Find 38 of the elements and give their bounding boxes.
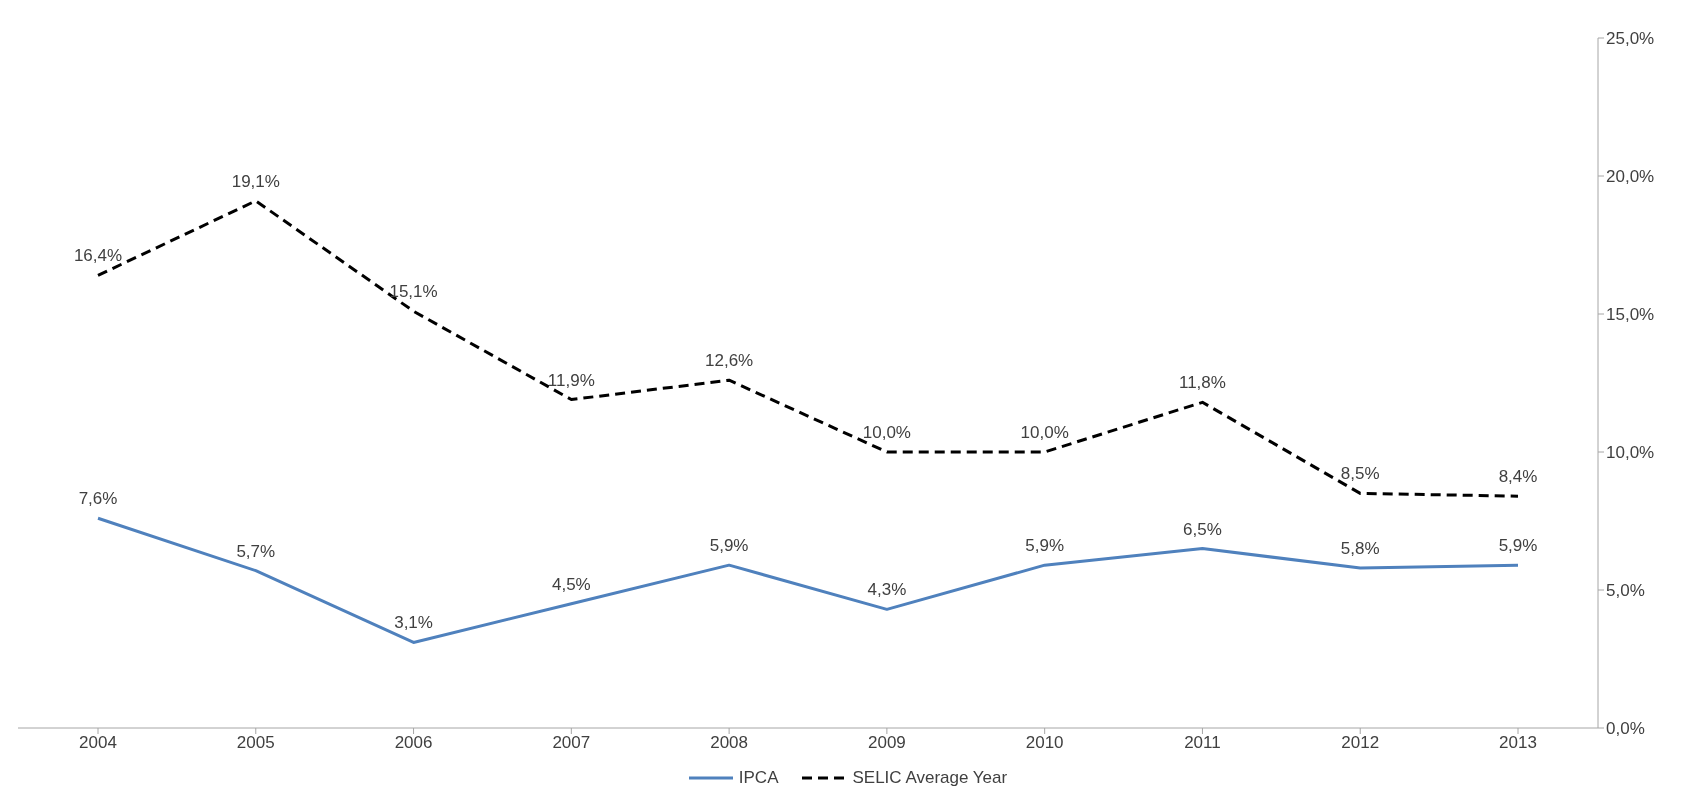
data-label: 5,8%: [1340, 538, 1380, 558]
data-label: 7,6%: [78, 489, 118, 509]
data-label: 5,9%: [1498, 536, 1538, 556]
legend-label: IPCA: [738, 768, 779, 788]
x-tick-label: 2011: [1184, 733, 1221, 753]
y-tick-label: 25,0%: [1606, 29, 1655, 49]
data-label: 5,7%: [236, 541, 276, 561]
y-tick-label: 15,0%: [1606, 305, 1655, 325]
x-tick-label: 2008: [710, 733, 749, 753]
data-label: 11,9%: [547, 370, 595, 390]
data-label: 4,3%: [867, 580, 907, 600]
data-label: 10,0%: [1020, 423, 1069, 442]
x-tick-label: 2006: [394, 733, 433, 753]
data-label: 8,4%: [1498, 467, 1538, 487]
y-tick-label: 0,0%: [1606, 719, 1645, 739]
data-label: 11,8%: [1178, 373, 1226, 393]
data-label: 16,4%: [73, 246, 123, 266]
data-label: 19,1%: [231, 171, 280, 191]
x-tick-label: 2012: [1341, 733, 1380, 753]
data-label: 15,1%: [389, 282, 438, 302]
data-label: 10,0%: [862, 423, 911, 442]
data-label: 12,6%: [705, 351, 754, 371]
legend-label: SELIC Average Year: [852, 768, 1008, 788]
data-label: 5,9%: [709, 536, 749, 556]
data-label: 3,1%: [394, 613, 433, 633]
y-tick-label: 10,0%: [1606, 443, 1655, 463]
x-tick-label: 2004: [79, 733, 117, 753]
y-tick-label: 20,0%: [1606, 167, 1655, 187]
data-label: 4,5%: [551, 574, 591, 594]
y-tick-label: 5,0%: [1606, 581, 1645, 601]
x-tick-label: 2005: [236, 733, 275, 753]
x-tick-label: 2009: [867, 733, 906, 753]
x-tick-label: 2007: [552, 733, 591, 753]
x-tick-label: 2010: [1025, 733, 1064, 753]
data-label: 5,9%: [1025, 536, 1065, 556]
x-tick-label: 2013: [1499, 733, 1537, 753]
data-label: 6,5%: [1183, 519, 1222, 539]
data-label: 8,5%: [1340, 464, 1380, 484]
